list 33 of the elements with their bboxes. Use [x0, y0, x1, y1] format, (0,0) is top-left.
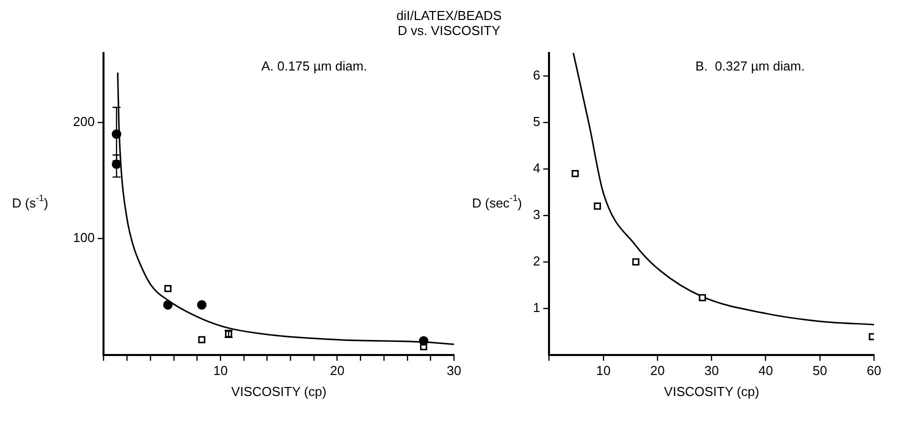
point	[164, 285, 172, 292]
x-tick-label: 20	[330, 363, 344, 378]
x-axis-title: VISCOSITY (cp)	[231, 384, 326, 399]
point	[632, 258, 640, 266]
y-tick-label: 3	[532, 206, 540, 222]
y-tick-label: 100	[72, 230, 95, 246]
point	[698, 294, 706, 302]
y-tick-label: 1	[532, 300, 540, 315]
x-tick-label: 30	[704, 363, 719, 378]
x-axis-title: VISCOSITY (cp)	[664, 384, 760, 399]
point	[572, 170, 579, 178]
chart-subtitle: D vs. VISCOSITY	[396, 23, 502, 38]
x-tick-label: 10	[596, 363, 611, 378]
x-tick-label: 40	[758, 363, 773, 378]
x-tick-label: 20	[650, 363, 665, 378]
x-tick-label: 10	[213, 363, 228, 378]
line-series	[572, 52, 874, 326]
point	[197, 300, 207, 310]
y-tick-label: 5	[532, 114, 540, 130]
y-tick-label: 4	[532, 160, 540, 176]
point	[418, 336, 428, 346]
x-tick-label: 60	[866, 363, 882, 378]
chart-title: diI/LATEX/BEADS	[395, 8, 503, 23]
annotation: B. 0.327 µm diam.	[695, 58, 805, 74]
annotation: A. 0.175 µm diam.	[261, 58, 368, 74]
point	[163, 300, 173, 310]
y-tick-label: 200	[72, 114, 95, 130]
point	[198, 336, 206, 344]
x-tick-label: 30	[446, 363, 462, 378]
y-tick-label: 2	[532, 253, 540, 268]
x-tick-label: 50	[812, 363, 828, 378]
y-tick-label: 6	[532, 68, 540, 83]
point	[594, 202, 601, 210]
